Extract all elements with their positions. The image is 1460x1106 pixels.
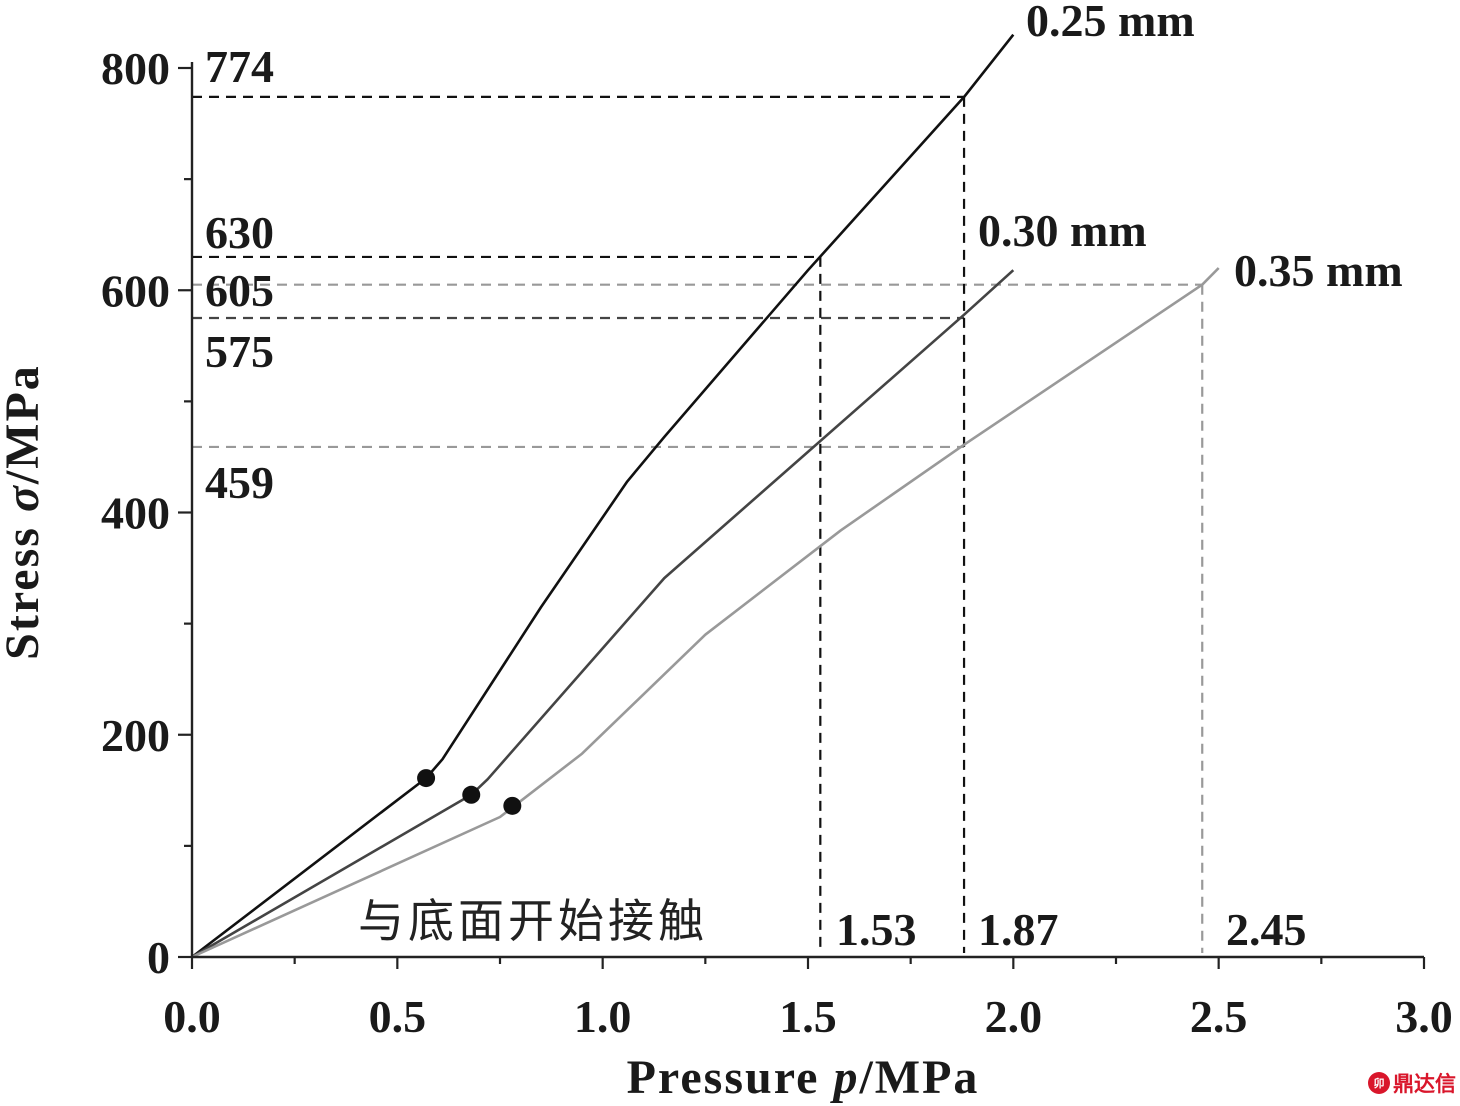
y-tick-label: 800 (101, 43, 170, 94)
x-tick-label: 2.0 (985, 991, 1043, 1042)
y-tick-label: 400 (101, 488, 170, 539)
x-axis-title: Pressure p/MPa (627, 1051, 980, 1104)
x-tick-label: 1.0 (574, 991, 632, 1042)
contact-point-3 (503, 796, 522, 815)
x-axis-title-suffix: /MPa (858, 1051, 979, 1104)
series-layer (191, 33, 1220, 959)
reference-lines-layer (192, 95, 1204, 953)
x-axis-title-var: p (829, 1051, 859, 1104)
vertical-label-2.45: 2.45 (1226, 904, 1307, 955)
x-axis-title-prefix: Pressure (627, 1051, 834, 1104)
watermark-logo-icon: 卯 (1368, 1072, 1390, 1094)
series-label-1: 0.25 mm (1026, 0, 1195, 46)
y-axis-title-var: σ (0, 484, 49, 512)
series-line-3 (191, 267, 1220, 959)
x-tick-label: 1.5 (779, 991, 837, 1042)
reference-label-605: 605 (205, 265, 274, 316)
series-label-3: 0.35 mm (1234, 245, 1403, 296)
x-tick-label: 0.5 (369, 991, 427, 1042)
series-label-2: 0.30 mm (978, 205, 1147, 256)
reference-label-575: 575 (205, 326, 274, 377)
vertical-label-1.87: 1.87 (978, 904, 1059, 955)
watermark: 卯 鼎达信 (1368, 1068, 1456, 1098)
series-line-2 (191, 269, 1015, 959)
vertical-label-1.53: 1.53 (836, 904, 917, 955)
watermark-text: 鼎达信 (1393, 1072, 1456, 1096)
y-tick-label: 0 (147, 932, 170, 983)
reference-label-630: 630 (205, 207, 274, 258)
contact-annotation: 与底面开始接触 (358, 894, 708, 948)
axes-layer (178, 62, 1426, 969)
y-tick-label: 200 (101, 710, 170, 761)
y-tick-label: 600 (101, 265, 170, 316)
x-tick-label: 2.5 (1190, 991, 1248, 1042)
x-tick-label: 0.0 (163, 991, 221, 1042)
y-axis-title-suffix: /MPa (0, 364, 49, 485)
reference-label-459: 459 (205, 457, 274, 508)
contact-point-2 (462, 785, 481, 804)
y-axis-title-prefix: Stress (0, 512, 49, 660)
x-tick-label: 3.0 (1395, 991, 1453, 1042)
y-axis-title: Stress σ/MPa (0, 364, 49, 660)
contact-point-1 (417, 769, 436, 788)
reference-label-774: 774 (205, 41, 274, 92)
